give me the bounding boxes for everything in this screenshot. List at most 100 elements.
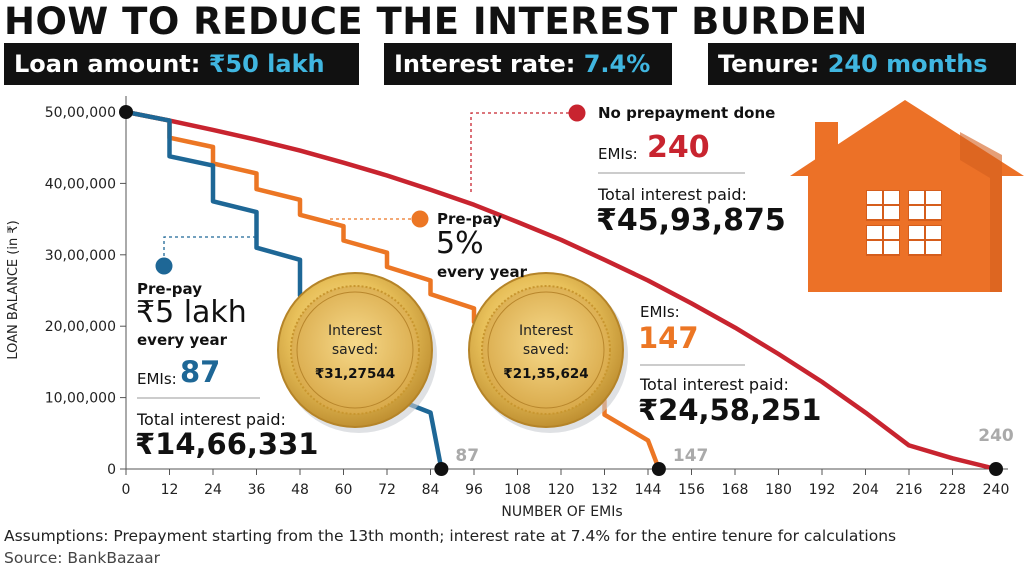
lakh-total-value: ₹14,66,331 (135, 427, 319, 461)
x-tick-label: 72 (378, 482, 396, 498)
window-pane (867, 191, 882, 204)
pct-prepay-amount: 5% (436, 226, 484, 261)
coin-2 (468, 272, 628, 433)
no-prepay-total-value: ₹45,93,875 (596, 203, 786, 238)
end-point-147 (651, 462, 666, 476)
coin-1-value: ₹31,27544 (314, 366, 396, 382)
window-3 (866, 225, 900, 256)
tenure-value: 240 months (827, 50, 988, 78)
coin-inner-ring (296, 291, 414, 409)
window-pane (926, 206, 941, 219)
window-pane (909, 241, 924, 254)
pct-prepay-label: Pre-pay (437, 210, 502, 228)
tenure-label: Tenure: (718, 50, 820, 78)
no-prepay-label: No prepayment done (598, 104, 776, 122)
loan-amount-value: ₹50 lakh (208, 50, 325, 78)
interest-rate-pill: Interest rate: 7.4% (384, 43, 672, 85)
window-pane (867, 206, 882, 219)
x-tick-label: 96 (465, 482, 483, 498)
window-pane (867, 226, 882, 239)
x-tick-label: 108 (504, 482, 531, 498)
no-prepay-emis-value: 240 (647, 130, 710, 165)
house-chimney (815, 122, 838, 165)
interest-rate-label: Interest rate: (394, 50, 576, 78)
window-pane (926, 241, 941, 254)
house-icon (790, 100, 1024, 292)
x-tick-label: 192 (809, 482, 836, 498)
pct-marker (411, 210, 429, 228)
pct-emis-label: EMIs: (640, 303, 680, 321)
window-1 (866, 190, 900, 221)
end-label-87: 87 (455, 446, 479, 466)
x-tick-label: 60 (335, 482, 353, 498)
series-line-none (123, 109, 999, 472)
lakh-prepay-amount: ₹5 lakh (136, 295, 247, 330)
window-pane (867, 241, 882, 254)
coin-inner-ring (487, 291, 605, 409)
loan-amount-label: Loan amount: (14, 50, 201, 78)
coin-2-label: Interest saved: (519, 323, 573, 358)
window-pane (909, 191, 924, 204)
window-pane (884, 206, 899, 219)
start-point (119, 105, 133, 119)
no-prepay-leader (470, 112, 570, 192)
lakh-emis-label: EMIs: (137, 370, 177, 388)
lakh-emis-value: 87 (180, 355, 221, 389)
interest-rate-value: 7.4% (583, 50, 651, 78)
window-pane (909, 206, 924, 219)
coin-2-value: ₹21,35,624 (503, 366, 589, 382)
no-prepay-total-label: Total interest paid: (598, 185, 747, 204)
coin-1-label: Interest saved: (328, 323, 382, 358)
loan-amount-pill: Loan amount: ₹50 lakh (4, 43, 359, 85)
end-point-240 (989, 462, 1003, 476)
x-tick-label: 216 (896, 482, 923, 498)
x-tick-label: 228 (939, 482, 966, 498)
source: Source: BankBazaar (4, 549, 160, 567)
x-tick-label: 132 (591, 482, 618, 498)
footnote: Assumptions: Prepayment starting from th… (4, 527, 897, 545)
y-tick-label: 50,00,000 (45, 105, 116, 121)
pct-prepay-frequency: every year (437, 263, 527, 281)
window-pane (909, 226, 924, 239)
lakh-prepay-label: Pre-pay (137, 280, 202, 298)
house-side (960, 132, 1002, 292)
window-pane (884, 241, 899, 254)
y-tick-label: 30,00,000 (45, 248, 116, 264)
window-4 (908, 225, 942, 256)
y-tick-label: 40,00,000 (45, 176, 116, 192)
x-tick-label: 0 (122, 482, 131, 498)
window-pane (884, 226, 899, 239)
window-pane (884, 191, 899, 204)
pct-total-label: Total interest paid: (640, 375, 789, 394)
window-2 (908, 190, 942, 221)
coin-1 (277, 272, 437, 433)
y-tick-label: 0 (107, 462, 116, 478)
end-label-240: 240 (978, 426, 1014, 446)
x-axis-label: NUMBER OF EMIs (501, 504, 622, 520)
x-tick-label: 12 (161, 482, 179, 498)
x-tick-label: 36 (248, 482, 266, 498)
y-tick-label: 20,00,000 (45, 319, 116, 335)
lakh-marker (155, 257, 173, 275)
x-tick-label: 144 (635, 482, 662, 498)
no-prepay-emis-label: EMIs: (598, 145, 638, 163)
x-tick-label: 48 (291, 482, 309, 498)
page-title: HOW TO REDUCE THE INTEREST BURDEN (4, 0, 868, 43)
end-label-147: 147 (673, 446, 709, 466)
no-prepay-marker (568, 104, 586, 122)
y-tick-label: 10,00,000 (45, 391, 116, 407)
lakh-prepay-frequency: every year (137, 331, 227, 349)
lakh-total-label: Total interest paid: (137, 410, 286, 429)
y-axis-label: LOAN BALANCE (in ₹) (6, 220, 21, 359)
pct-emis-value: 147 (638, 321, 699, 355)
pct-total-value: ₹24,58,251 (638, 393, 822, 427)
window-pane (926, 226, 941, 239)
window-pane (926, 191, 941, 204)
end-point-87 (434, 462, 449, 476)
x-tick-label: 168 (722, 482, 749, 498)
x-tick-label: 24 (204, 482, 222, 498)
x-tick-label: 180 (765, 482, 792, 498)
x-tick-label: 120 (548, 482, 575, 498)
x-tick-label: 156 (678, 482, 705, 498)
